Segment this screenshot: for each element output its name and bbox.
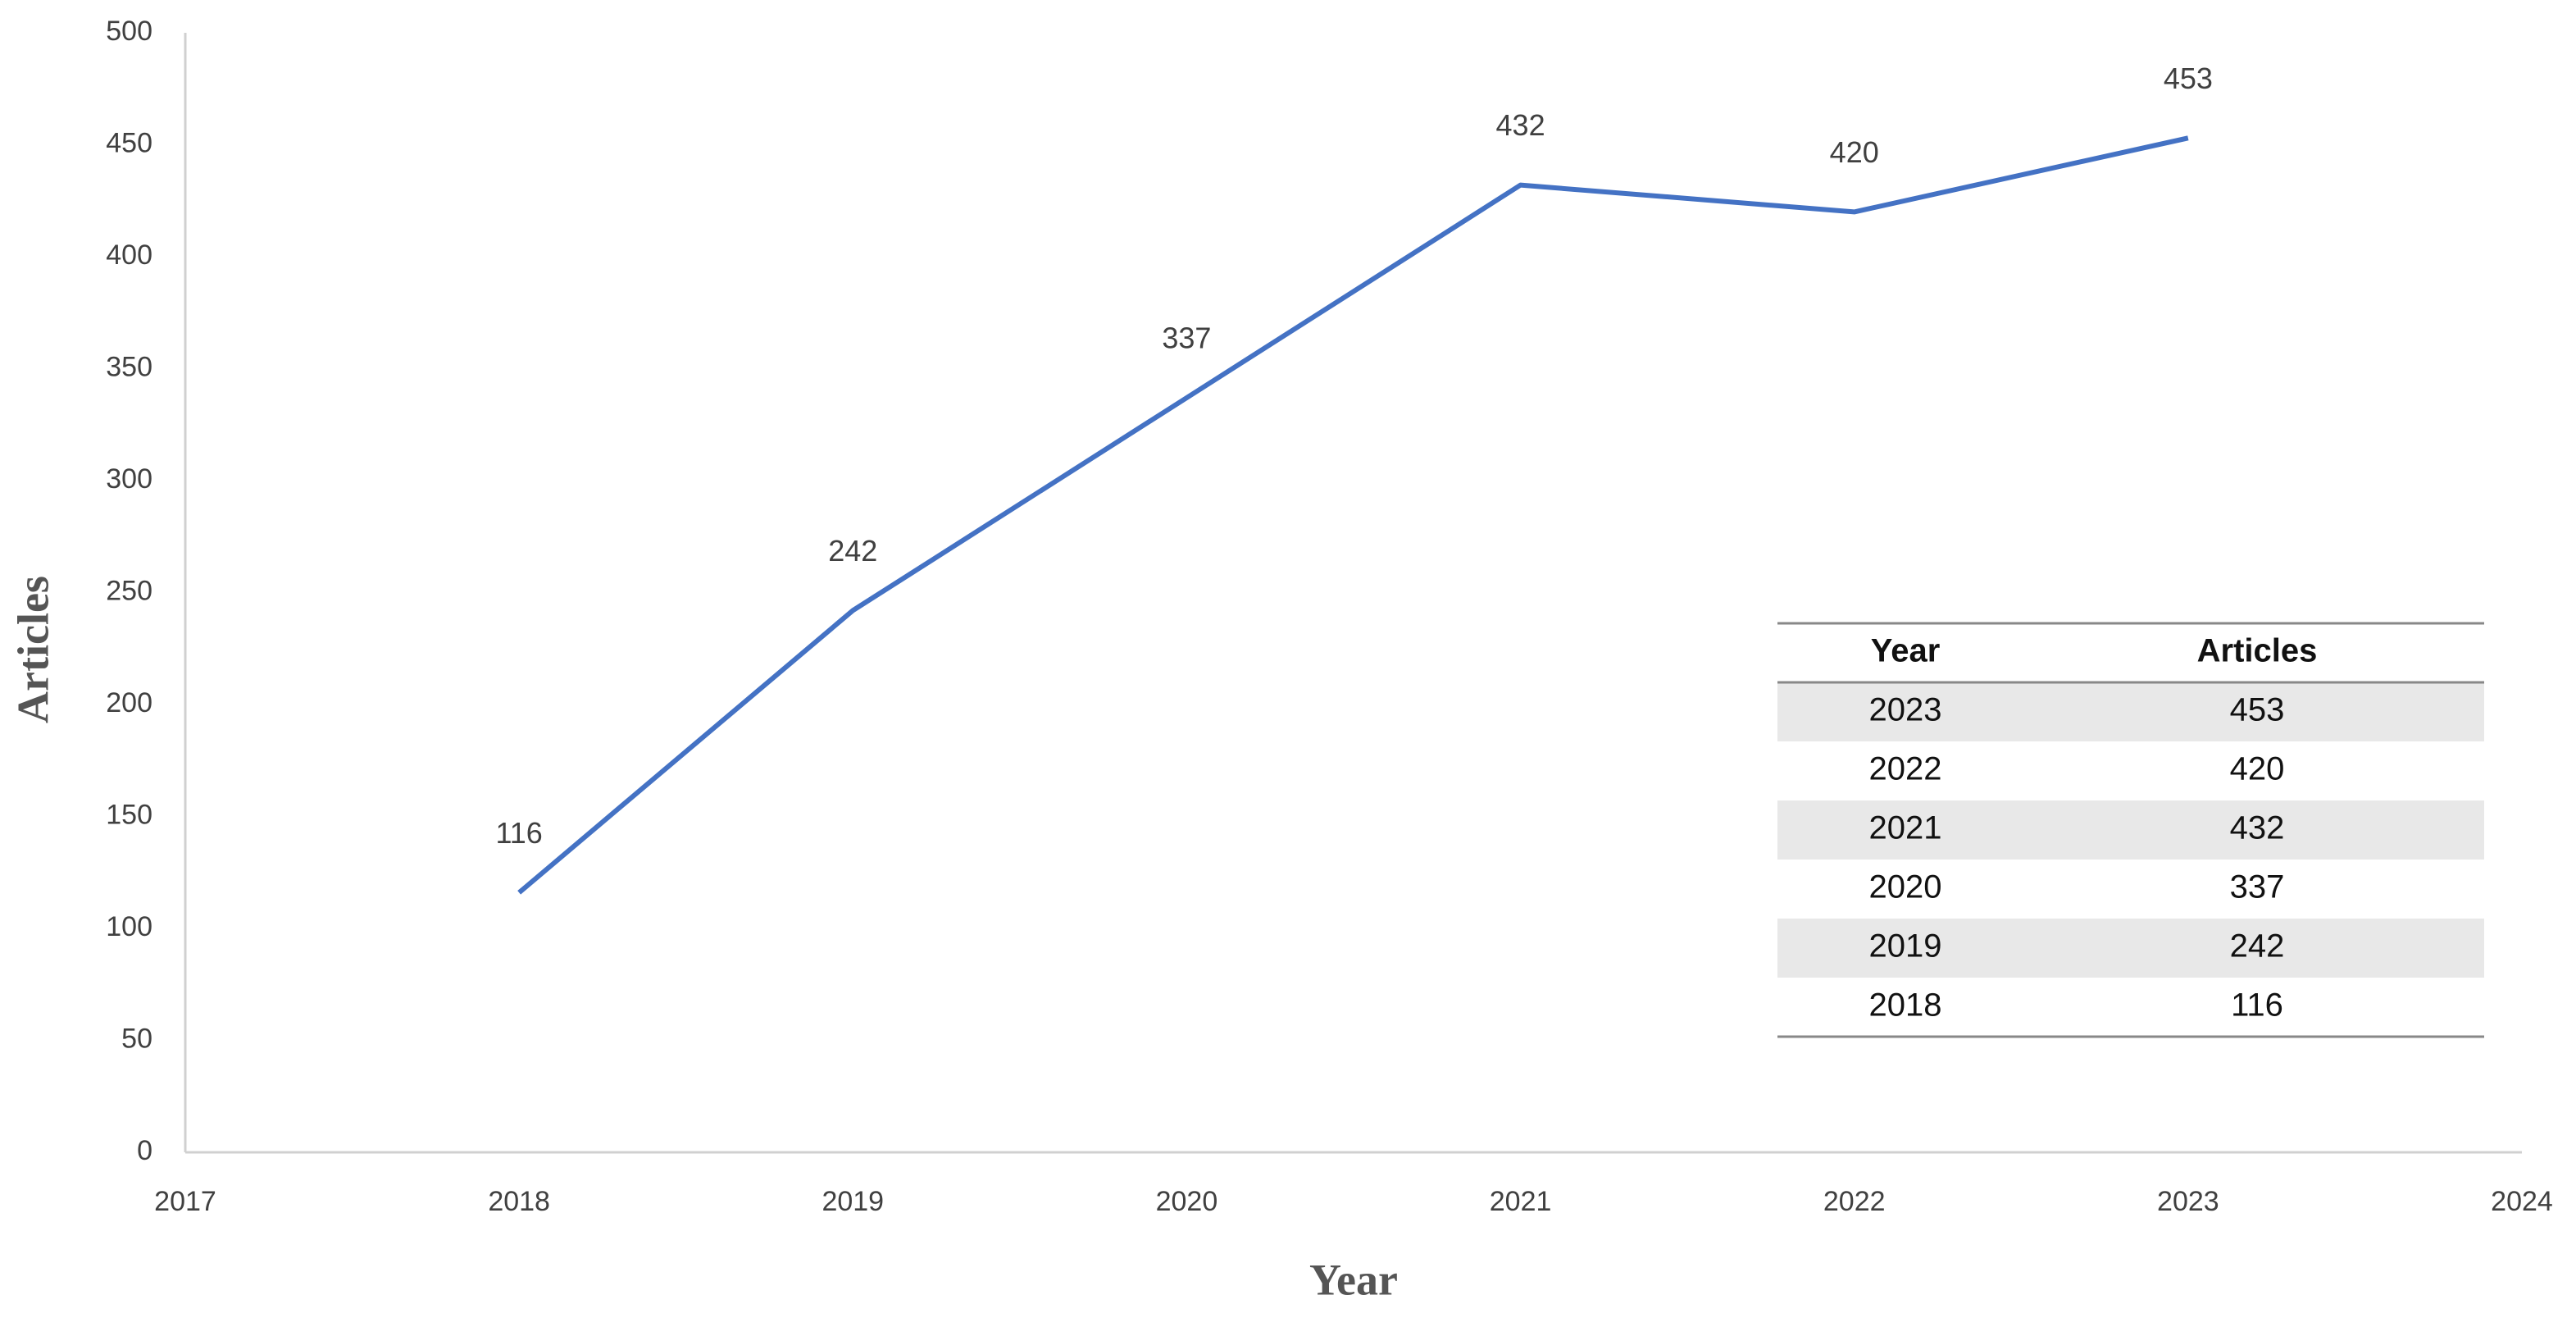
x-tick-label: 2017 <box>154 1186 216 1217</box>
y-axis-title: Articles <box>8 576 57 723</box>
table-header: Articles <box>2197 633 2318 669</box>
y-tick-label: 500 <box>106 16 152 47</box>
table-cell: 420 <box>2230 751 2285 787</box>
data-label: 420 <box>1830 135 1879 169</box>
data-label: 432 <box>1496 108 1545 142</box>
data-label: 116 <box>495 816 542 850</box>
y-tick-label: 350 <box>106 351 152 382</box>
x-tick-label: 2021 <box>1490 1186 1552 1217</box>
data-label: 242 <box>828 534 877 568</box>
table-header: Year <box>1871 633 1941 669</box>
table-row-shade <box>1777 800 2484 860</box>
table-cell: 2023 <box>1869 692 1942 728</box>
table-cell: 242 <box>2230 928 2285 964</box>
table-cell: 2022 <box>1869 751 1942 787</box>
line <box>517 135 2189 895</box>
y-tick-label: 100 <box>106 911 152 942</box>
data-label: 337 <box>1162 321 1211 355</box>
y-tick-label: 150 <box>106 799 152 830</box>
y-tick-label: 200 <box>106 687 152 718</box>
table-row-shade <box>1777 682 2484 741</box>
x-tick-label: 2020 <box>1156 1186 1218 1217</box>
y-tick-label: 250 <box>106 575 152 606</box>
x-tick-label: 2022 <box>1823 1186 1886 1217</box>
x-tick-label: 2024 <box>2491 1186 2553 1217</box>
table-cell: 453 <box>2230 692 2285 728</box>
y-tick-label: 400 <box>106 239 152 271</box>
table-cell: 337 <box>2230 869 2285 905</box>
data-label: 453 <box>2164 62 2213 95</box>
table-cell: 116 <box>2231 987 2283 1024</box>
table-cell: 432 <box>2230 810 2285 846</box>
x-tick-label: 2023 <box>2157 1186 2219 1217</box>
table-cell: 2019 <box>1869 928 1942 964</box>
table-cell: 2018 <box>1869 987 1942 1024</box>
table-cell: 2020 <box>1869 869 1942 905</box>
y-tick-label: 450 <box>106 127 152 158</box>
table-row-shade <box>1777 919 2484 978</box>
x-tick-label: 2018 <box>488 1186 550 1217</box>
y-tick-label: 50 <box>121 1023 152 1054</box>
y-tick-label: 0 <box>137 1135 152 1166</box>
x-tick-label: 2019 <box>821 1186 884 1217</box>
table-cell: 2021 <box>1869 810 1942 846</box>
y-tick-label: 300 <box>106 463 152 495</box>
x-axis-title: Year <box>1309 1255 1398 1304</box>
